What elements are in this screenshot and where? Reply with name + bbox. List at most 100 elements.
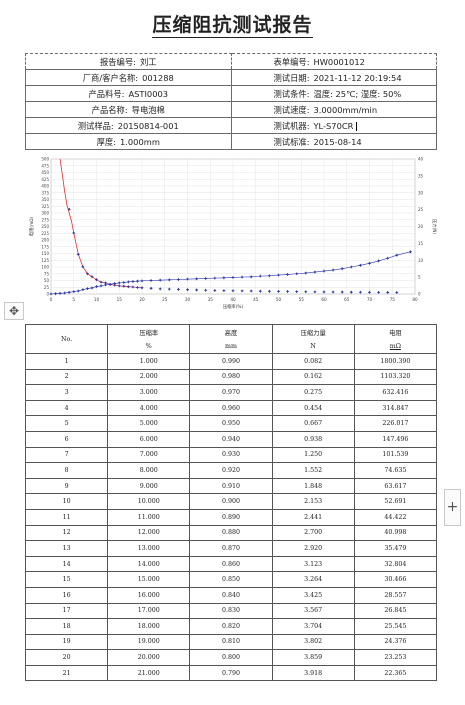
table-cell: 12 — [24, 524, 109, 542]
table-row: 19 19.000 0.810 3.802 24.376 — [24, 633, 438, 651]
table-row: 18 18.000 0.820 3.704 25.545 — [24, 618, 438, 635]
series-point-dot — [368, 262, 371, 265]
x-tick-label: 80 — [412, 297, 418, 302]
table-cell: 23.253 — [353, 649, 438, 666]
series-point-dot — [223, 289, 225, 292]
series-point-dot — [241, 289, 244, 292]
text-cursor — [356, 121, 358, 131]
column-header-label: No. — [60, 335, 73, 343]
series-point-dot — [241, 276, 244, 279]
x-tick-label: 65 — [344, 297, 350, 302]
info-row: 厚度: 1.000mm 测试标准: 2015-08-14 — [25, 133, 437, 150]
table-row: 3 3.000 0.970 0.275 632.416 — [24, 384, 438, 401]
y-tick-label: 75 — [44, 271, 50, 276]
y2-tick-label: 15 — [418, 241, 424, 246]
y2-tick-label: 30 — [418, 190, 424, 195]
series-point-dot — [118, 281, 121, 284]
table-cell: 0.667 — [271, 415, 355, 432]
table-cell: 11 — [24, 508, 109, 526]
table-cell: 2.153 — [271, 493, 355, 510]
column-header: 压缩率% — [107, 324, 191, 354]
y-tick-label: 350 — [41, 197, 49, 202]
info-right-cell: 测试条件: 温度: 25℃; 湿度: 50% — [230, 85, 437, 102]
info-value[interactable]: YL-S70CR — [313, 120, 354, 131]
series-point-dot — [141, 279, 143, 282]
y-tick-label: 450 — [41, 170, 49, 175]
info-row: 厂商/客户名称: 001288 测试日期: 2021-11-12 20:19:54 — [25, 69, 437, 86]
info-table: 报告编号: 刘工 表单编号: HW0001012 厂商/客户名称: 001288 测试日期:… — [25, 53, 437, 150]
table-cell: 3.264 — [271, 571, 355, 588]
series-point-dot — [77, 253, 80, 256]
table-cell: 3.918 — [271, 664, 355, 682]
table-cell: 0.960 — [189, 399, 273, 417]
series-point-dot — [68, 291, 71, 294]
table-row: 17 17.000 0.830 3.567 26.845 — [24, 602, 438, 620]
info-left-cell: 厚度: 1.000mm — [25, 133, 232, 150]
table-cell: 0.082 — [271, 353, 355, 370]
series-point-dot — [77, 290, 80, 292]
x-tick-label: 35 — [208, 297, 214, 302]
series-point-dot — [195, 289, 198, 291]
table-row: 2 2.000 0.980 0.162 1103.320 — [24, 368, 438, 386]
table-cell: 30.466 — [353, 571, 438, 588]
table-cell: 20 — [24, 649, 109, 666]
column-header-unit: mΩ — [389, 343, 401, 350]
y-axis-label: 电阻(mΩ) — [28, 216, 35, 236]
table-cell: 1.848 — [271, 477, 355, 495]
series-point-dot — [186, 288, 189, 291]
y-tick-label: 225 — [41, 231, 49, 236]
y-tick-label: 0 — [46, 292, 49, 297]
series-point-dot — [386, 291, 389, 294]
series-point-dot — [314, 290, 316, 293]
series-point-dot — [323, 270, 325, 272]
table-cell: 3.425 — [271, 586, 355, 604]
column-header: 高度 mm — [189, 324, 273, 354]
plus-icon[interactable]: + — [444, 489, 461, 526]
series-point-dot — [168, 278, 171, 281]
table-row: 7 7.000 0.930 1.250 101.539 — [24, 446, 438, 464]
x-tick-label: 25 — [162, 297, 168, 302]
table-cell: 147.496 — [353, 430, 438, 448]
table-cell: 2.441 — [271, 508, 355, 526]
column-header-label: 高度 — [224, 330, 238, 337]
series-point-dot — [150, 279, 152, 282]
series-point-dot — [395, 291, 398, 294]
series-point-dot — [377, 260, 380, 262]
y2-tick-label: 0 — [418, 292, 421, 297]
series-point-dot — [277, 274, 280, 276]
table-cell: 17.000 — [107, 602, 191, 620]
table-cell: 0.910 — [189, 477, 273, 495]
series-point-dot — [72, 232, 75, 234]
table-cell: 22.365 — [353, 664, 438, 682]
y2-tick-label: 20 — [418, 224, 424, 229]
table-row: 13 13.000 0.870 2.920 35.479 — [24, 540, 438, 557]
compression-chart: 0 5 10 15 20 25 30 35 40 45 50 55 60 65 70 75 8002550751… — [28, 157, 437, 311]
table-cell: 44.422 — [353, 508, 438, 526]
column-header-label: 压缩率 — [139, 330, 159, 337]
info-label: 产品料号: — [88, 88, 125, 99]
series-point-dot — [377, 291, 380, 294]
info-value: 温度: 25℃; 湿度: 50% — [313, 88, 402, 99]
info-row: 产品料号: ASTI0003 测试条件: 温度: 25℃; 湿度: 50% — [25, 85, 437, 102]
table-cell: 3.859 — [271, 649, 355, 666]
move-icon[interactable]: ✥ — [4, 302, 24, 320]
series-point-dot — [113, 284, 116, 286]
y-tick-label: 400 — [41, 184, 49, 189]
table-cell: 25.545 — [353, 618, 438, 635]
y-tick-label: 175 — [41, 244, 49, 249]
series-point-dot — [104, 282, 107, 284]
x-tick-label: 45 — [253, 297, 259, 302]
series-point-dot — [81, 265, 84, 268]
x-tick-label: 40 — [230, 297, 236, 302]
table-cell: 7.000 — [107, 446, 191, 464]
table-cell: 21.000 — [107, 664, 191, 682]
table-cell: 40.998 — [353, 524, 438, 542]
series-point-dot — [122, 281, 125, 284]
series-point-dot — [127, 280, 130, 283]
x-tick-label: 15 — [117, 297, 123, 302]
series-point-dot — [68, 208, 71, 211]
table-cell: 7 — [24, 446, 109, 464]
y-tick-label: 50 — [44, 278, 50, 283]
table-cell: 17 — [24, 602, 109, 620]
